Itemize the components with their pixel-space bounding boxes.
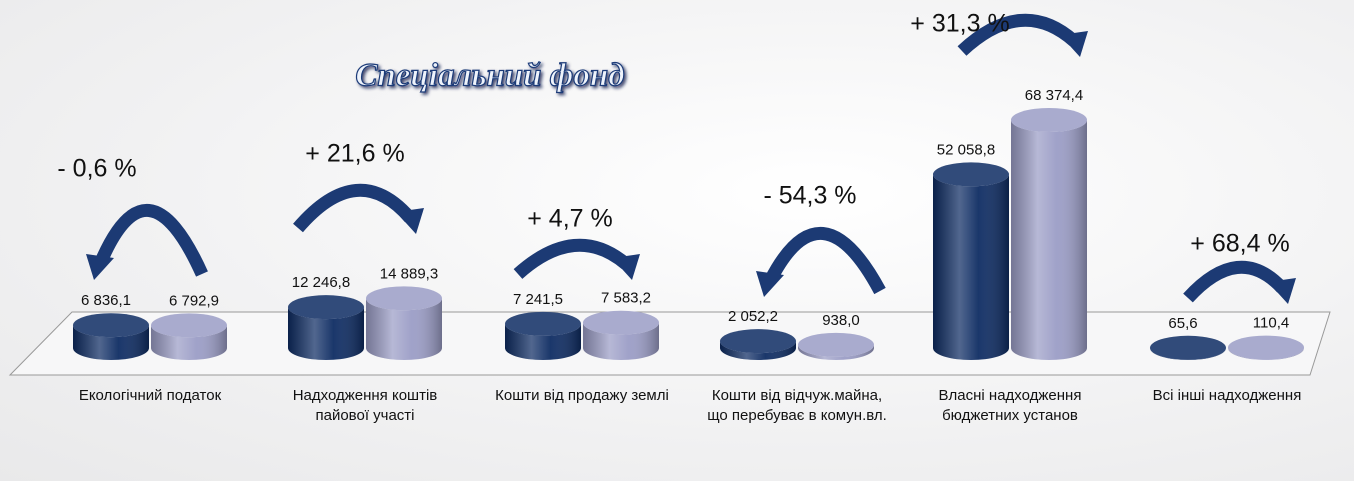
cylinder-top bbox=[151, 313, 227, 338]
cylinder-top bbox=[933, 162, 1009, 187]
cylinder-top bbox=[1150, 335, 1226, 360]
value-label: 52 058,8 bbox=[937, 141, 995, 158]
cylinder-top-highlight bbox=[151, 313, 227, 338]
change-arrow bbox=[1183, 260, 1287, 303]
value-label: 7 241,5 bbox=[513, 291, 563, 308]
change-annotation: + 68,4 % bbox=[1190, 230, 1289, 258]
change-annotation: - 0,6 % bbox=[57, 155, 136, 183]
cylinder-top bbox=[798, 332, 874, 357]
value-label: 110,4 bbox=[1253, 315, 1289, 332]
cylinder-shading bbox=[151, 325, 227, 360]
category-label: Кошти від відчуж.майна, що перебуває в к… bbox=[707, 387, 887, 424]
cylinder-top-highlight bbox=[288, 295, 364, 320]
value-label: 6 792,9 bbox=[169, 292, 219, 309]
cylinder-shading bbox=[798, 344, 874, 360]
cylinder-top bbox=[583, 310, 659, 335]
change-annotation: + 31,3 % bbox=[910, 10, 1009, 38]
change-arrow bbox=[94, 203, 208, 277]
change-arrowhead bbox=[756, 271, 784, 297]
cylinder-top-highlight bbox=[798, 332, 874, 357]
value-label: 2 052,2 bbox=[728, 308, 778, 325]
cylinder-shading bbox=[933, 174, 1009, 360]
cylinder-top bbox=[366, 286, 442, 311]
cylinder-top-highlight bbox=[73, 313, 149, 338]
value-label: 6 836,1 bbox=[81, 292, 131, 309]
cylinder-shading bbox=[505, 323, 581, 360]
value-label: 14 889,3 bbox=[380, 265, 438, 282]
change-arrow bbox=[293, 183, 415, 233]
cylinder-shading bbox=[1011, 120, 1087, 360]
chart-title: Спеціальний фонд bbox=[355, 58, 624, 94]
category-label: Всі інші надходження bbox=[1152, 387, 1302, 404]
change-arrowhead bbox=[86, 254, 114, 280]
change-arrow bbox=[957, 13, 1079, 56]
cylinder-top bbox=[505, 311, 581, 336]
cylinder-shading bbox=[583, 322, 659, 360]
change-annotation: + 21,6 % bbox=[305, 140, 404, 168]
cylinder-top-highlight bbox=[1011, 108, 1087, 132]
value-label: 7 583,2 bbox=[601, 290, 651, 307]
cylinder-top-highlight bbox=[366, 286, 442, 311]
cylinder-top bbox=[288, 295, 364, 320]
change-annotation: + 4,7 % bbox=[527, 205, 612, 233]
value-label: 68 374,4 bbox=[1025, 87, 1083, 104]
change-arrow bbox=[764, 227, 886, 295]
cylinder-top-highlight bbox=[1228, 335, 1304, 360]
change-arrowhead bbox=[1268, 278, 1296, 304]
change-arrowhead bbox=[1060, 31, 1088, 57]
cylinder-top bbox=[720, 329, 796, 354]
category-label: Власні надходження бюджетних установ bbox=[938, 387, 1082, 424]
cylinder-shading bbox=[720, 341, 796, 360]
category-label: Кошти від продажу землі bbox=[495, 387, 669, 404]
change-arrowhead bbox=[396, 208, 424, 234]
cylinder-shading bbox=[366, 298, 442, 360]
cylinder-top-highlight bbox=[1150, 335, 1226, 360]
cylinder-top bbox=[73, 313, 149, 338]
cylinder-shading bbox=[288, 307, 364, 360]
cylinder-top-highlight bbox=[933, 162, 1009, 187]
cylinder-top-highlight bbox=[720, 329, 796, 354]
change-annotation: - 54,3 % bbox=[763, 182, 856, 210]
change-arrowhead bbox=[612, 254, 640, 280]
change-arrow bbox=[513, 238, 631, 279]
category-label: Екологічний податок bbox=[78, 387, 222, 404]
value-label: 12 246,8 bbox=[292, 274, 350, 291]
cylinder-top-highlight bbox=[505, 311, 581, 336]
value-label: 65,6 bbox=[1168, 315, 1197, 332]
category-label: Надходження коштів пайової участі bbox=[292, 387, 438, 424]
cylinder-shading bbox=[73, 325, 149, 360]
cylinder-top-highlight bbox=[583, 310, 659, 335]
cylinder-top bbox=[1011, 108, 1087, 132]
cylinder-top bbox=[1228, 335, 1304, 360]
value-label: 938,0 bbox=[822, 312, 860, 329]
